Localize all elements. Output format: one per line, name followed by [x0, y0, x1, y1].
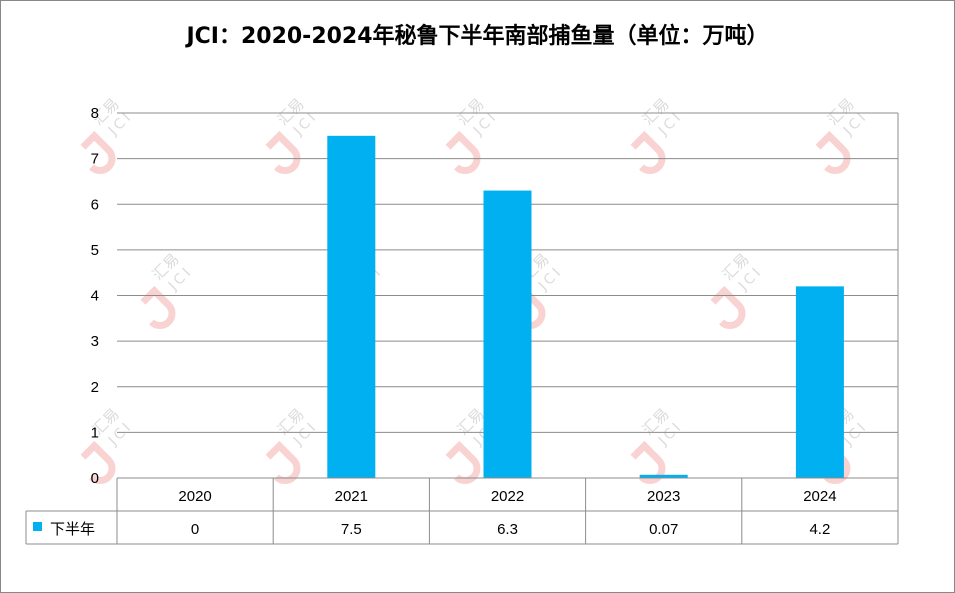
watermark-logo-icon	[815, 130, 851, 174]
bar	[327, 135, 376, 478]
y-tick-label: 1	[91, 424, 99, 441]
data-table-value: 0.07	[649, 521, 678, 538]
y-tick-label: 6	[91, 196, 99, 213]
watermark-logo-icon	[630, 130, 666, 174]
bar	[639, 474, 688, 478]
y-tick-label: 7	[91, 151, 99, 168]
watermark-logo-icon	[630, 440, 666, 484]
data-table-value: 4.2	[809, 521, 830, 538]
watermark-logo-icon	[265, 440, 301, 484]
y-tick-label: 5	[91, 242, 99, 259]
data-table-value: 7.5	[341, 521, 362, 538]
x-tick-label: 2020	[178, 488, 211, 505]
data-table-value: 6.3	[497, 521, 518, 538]
y-tick-label: 4	[91, 288, 99, 305]
x-tick-label: 2022	[491, 488, 524, 505]
watermark-logo-icon	[445, 130, 481, 174]
legend-label: 下半年	[50, 521, 95, 538]
bar	[483, 190, 532, 478]
y-tick-label: 3	[91, 333, 99, 350]
legend-swatch	[33, 522, 42, 531]
watermark-logo-icon	[445, 440, 481, 484]
data-table-value: 0	[191, 521, 199, 538]
watermark-logo-icon	[80, 440, 116, 484]
y-tick-label: 8	[91, 105, 99, 122]
x-tick-label: 2021	[335, 488, 368, 505]
x-tick-label: 2024	[803, 488, 836, 505]
chart-title: JCI：2020-2024年秘鲁下半年南部捕鱼量（单位：万吨）	[186, 24, 769, 49]
x-tick-label: 2023	[647, 488, 680, 505]
bar	[795, 286, 844, 478]
watermark-logo-icon	[710, 285, 746, 329]
y-tick-label: 2	[91, 379, 99, 396]
y-tick-label: 0	[91, 470, 99, 487]
watermark-logo-icon	[265, 130, 301, 174]
watermark-logo-icon	[80, 130, 116, 174]
watermark-logo-icon	[140, 285, 176, 329]
